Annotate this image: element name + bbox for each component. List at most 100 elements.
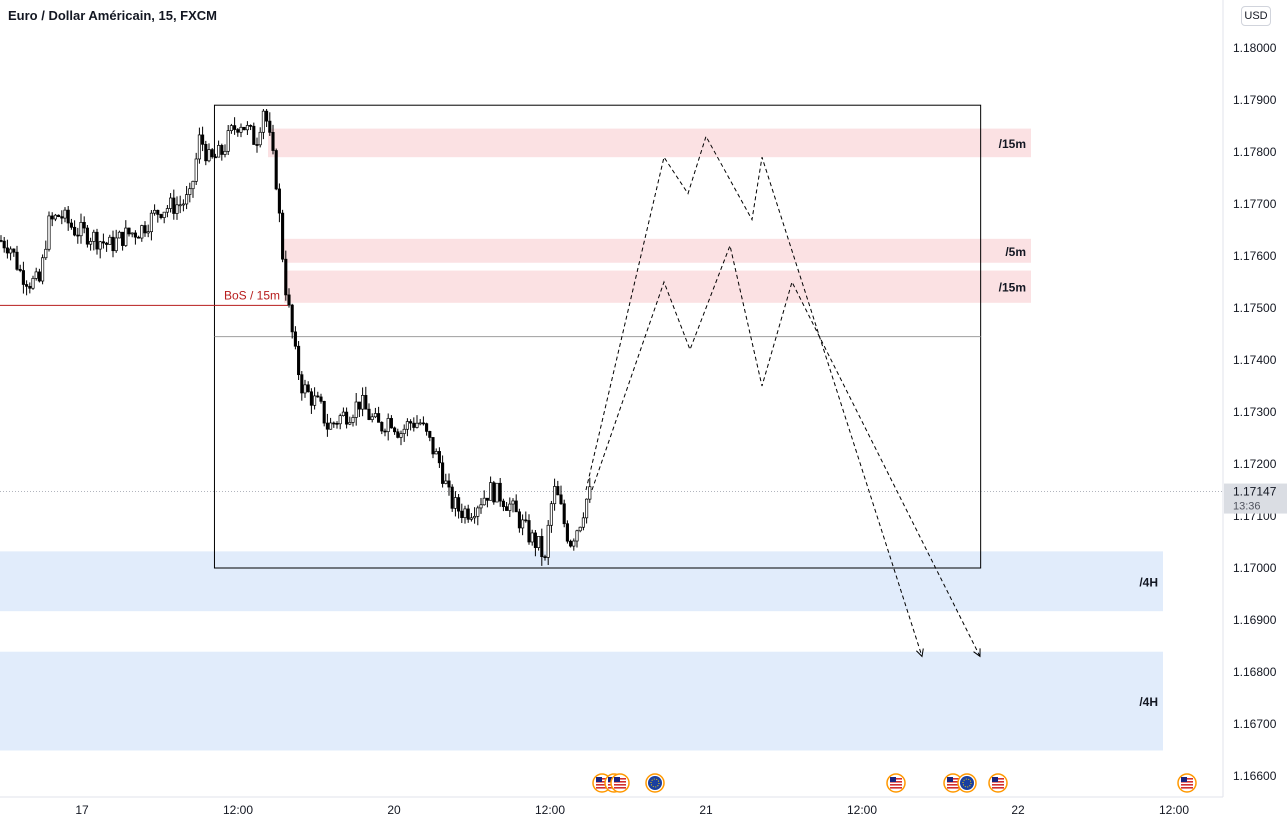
candle-body bbox=[412, 422, 416, 428]
candle-body bbox=[223, 150, 227, 155]
candle-body bbox=[210, 149, 214, 158]
candle-body bbox=[194, 158, 198, 182]
candle-body bbox=[114, 237, 118, 252]
candle-body bbox=[357, 401, 361, 410]
candle-body bbox=[79, 221, 83, 237]
candle-body bbox=[364, 395, 368, 410]
candle-body bbox=[354, 401, 358, 418]
candle-body bbox=[466, 508, 470, 520]
candle-body bbox=[473, 515, 477, 519]
candle-body bbox=[569, 540, 573, 547]
candle-body bbox=[101, 241, 105, 244]
candle-body bbox=[428, 431, 432, 438]
candle-body bbox=[229, 125, 233, 131]
candle-body bbox=[57, 214, 61, 217]
candle-body bbox=[306, 384, 310, 393]
current-price-box bbox=[1224, 483, 1287, 514]
candle-body bbox=[572, 540, 576, 547]
candle-body bbox=[492, 482, 496, 503]
us-flag-icon bbox=[1177, 773, 1197, 793]
us-flag-stripe bbox=[614, 787, 626, 789]
candle-body bbox=[562, 503, 566, 525]
demand-zone bbox=[0, 651, 1163, 751]
candle-body bbox=[258, 131, 262, 146]
us-flag-stripe bbox=[890, 784, 902, 786]
candle-body bbox=[252, 125, 256, 145]
candle-body bbox=[495, 482, 499, 503]
candle-body bbox=[578, 526, 582, 532]
candle-body bbox=[5, 247, 9, 254]
supply-zone-label: /5m bbox=[1005, 245, 1026, 259]
candle-body bbox=[213, 156, 217, 159]
candle-body bbox=[284, 258, 288, 296]
time-tick-label: 12:00 bbox=[1159, 803, 1189, 817]
candle-body bbox=[297, 345, 301, 376]
supply-zone bbox=[268, 128, 1031, 158]
us-flag-stripe bbox=[992, 787, 1004, 789]
candle-body bbox=[127, 227, 131, 235]
candle-body bbox=[537, 536, 541, 548]
candle-body bbox=[191, 180, 195, 190]
candle-body bbox=[386, 418, 390, 432]
eu-flag-field bbox=[960, 776, 974, 790]
candle-body bbox=[585, 498, 589, 519]
candle-body bbox=[540, 536, 544, 558]
candle-body bbox=[453, 497, 457, 509]
candle-body bbox=[351, 417, 355, 423]
price-tick-label: 1.16600 bbox=[1233, 769, 1277, 783]
candle-body bbox=[533, 532, 537, 548]
candle-body bbox=[482, 497, 486, 506]
candle-body bbox=[140, 225, 144, 239]
candle-body bbox=[508, 503, 512, 511]
candle-body bbox=[121, 231, 125, 246]
candle-body bbox=[421, 422, 425, 425]
candle-body bbox=[287, 294, 291, 306]
candle-body bbox=[98, 241, 102, 250]
candle-body bbox=[402, 428, 406, 434]
candle-body bbox=[575, 530, 579, 542]
candle-body bbox=[293, 331, 297, 347]
us-flag-canton bbox=[614, 777, 620, 782]
candles bbox=[0, 108, 592, 566]
price-tick-label: 1.17900 bbox=[1233, 93, 1277, 107]
candle-body bbox=[437, 451, 441, 464]
candle-body bbox=[82, 221, 86, 229]
candle-body bbox=[501, 500, 505, 508]
us-flag-canton bbox=[947, 777, 953, 782]
demand-zone-label: /4H bbox=[1139, 575, 1158, 589]
candle-body bbox=[530, 532, 534, 543]
candle-body bbox=[143, 225, 147, 234]
candle-body bbox=[185, 194, 189, 205]
candle-body bbox=[559, 494, 563, 505]
candle-body bbox=[226, 130, 230, 152]
candle-body bbox=[498, 482, 502, 502]
candle-body bbox=[517, 511, 521, 529]
candle-body bbox=[335, 422, 339, 425]
candle-body bbox=[41, 257, 45, 282]
candle-body bbox=[153, 209, 157, 214]
currency-button[interactable]: USD bbox=[1241, 6, 1271, 26]
candle-body bbox=[89, 241, 93, 245]
candle-body bbox=[581, 517, 585, 528]
candle-body bbox=[319, 396, 323, 402]
price-tick-label: 1.18000 bbox=[1233, 41, 1277, 55]
candle-body bbox=[405, 421, 409, 430]
candle-body bbox=[447, 480, 451, 488]
candle-body bbox=[469, 517, 473, 520]
candle-body bbox=[60, 216, 64, 219]
candle-body bbox=[396, 431, 400, 438]
candle-body bbox=[556, 486, 560, 496]
price-tick-label: 1.17600 bbox=[1233, 249, 1277, 263]
candle-body bbox=[521, 519, 525, 529]
candle-body bbox=[47, 215, 51, 250]
time-tick-label: 21 bbox=[699, 803, 713, 817]
us-flag-stripe bbox=[614, 784, 626, 786]
candle-body bbox=[95, 231, 99, 250]
candle-body bbox=[149, 212, 153, 233]
countdown-label: 13:36 bbox=[1233, 501, 1261, 513]
candle-body bbox=[277, 188, 281, 214]
bos-label: BoS / 15m bbox=[224, 288, 280, 302]
candle-body bbox=[290, 304, 294, 333]
candle-body bbox=[489, 482, 493, 501]
